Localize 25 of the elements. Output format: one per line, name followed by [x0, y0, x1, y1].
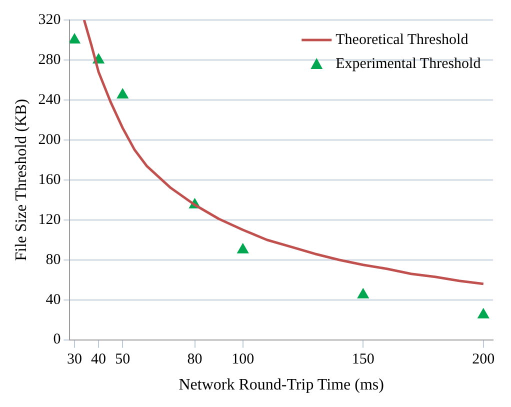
legend-label: Theoretical Threshold [336, 32, 469, 48]
point [70, 32, 81, 44]
y-tick-label: 160 [38, 172, 61, 188]
point [116, 88, 129, 98]
x-tick-label: 100 [232, 352, 254, 368]
x-tick-label: 150 [352, 352, 374, 368]
y-tick-label: 0 [53, 332, 61, 348]
x-axis-title: Network Round-Trip Time (ms) [178, 376, 384, 394]
point [477, 308, 490, 318]
x-tick-label: 30 [67, 352, 82, 368]
x-tick-label: 40 [91, 352, 106, 368]
y-tick-label: 40 [46, 292, 61, 308]
point [357, 288, 370, 298]
x-tick-label: 80 [187, 352, 202, 368]
y-tick-label: 280 [38, 52, 61, 68]
y-tick-label: 120 [38, 212, 61, 228]
point [236, 242, 249, 254]
legend-label: Experimental Threshold [336, 56, 482, 72]
x-tick-label: 200 [472, 352, 495, 368]
x-tick-label: 50 [115, 352, 130, 368]
y-tick-label: 200 [38, 132, 61, 148]
y-tick-label: 80 [46, 252, 61, 268]
y-tick-label: 320 [38, 12, 61, 28]
y-axis-title: File Size Threshold (KB) [12, 98, 30, 261]
y-tick-label: 240 [38, 92, 61, 108]
